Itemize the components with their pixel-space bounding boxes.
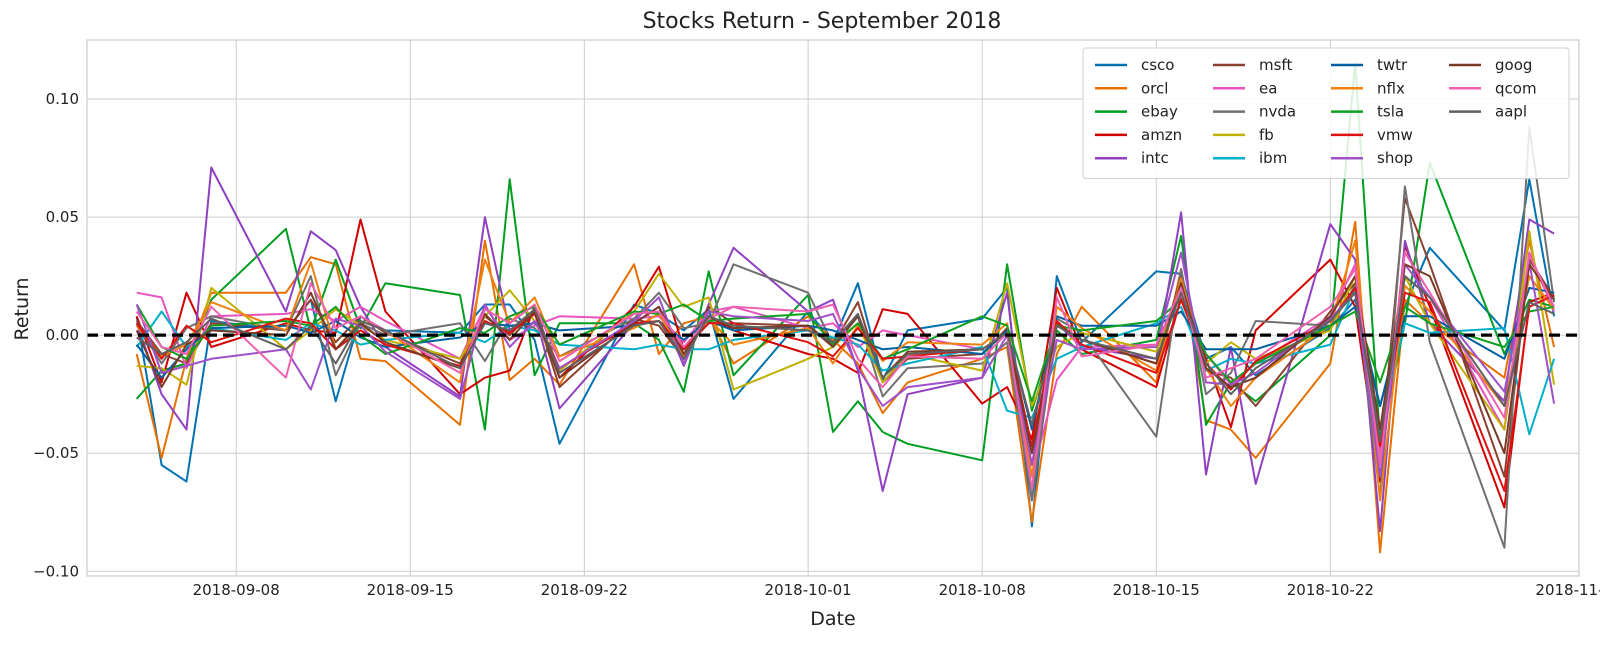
y-axis-label: Return [11, 277, 33, 340]
legend-label-nvda: nvda [1259, 103, 1296, 121]
x-tick-label: 2018-09-08 [193, 581, 280, 599]
x-tick-label: 2018-10-22 [1287, 581, 1374, 599]
plot-frame [86, 39, 1580, 577]
series-line-qcom [135, 251, 1556, 490]
legend-label-csco: csco [1141, 56, 1175, 74]
x-tick-label: 2018-11-01 [1535, 581, 1600, 599]
legend-label-qcom: qcom [1495, 79, 1537, 97]
legend-label-ibm: ibm [1259, 149, 1287, 167]
y-tick-label: −0.05 [33, 444, 79, 462]
legend-label-nflx: nflx [1377, 79, 1405, 97]
y-tick-labels: −0.10 −0.05 0.00 0.05 0.10 [33, 90, 79, 580]
x-tick-label: 2018-09-22 [541, 581, 628, 599]
x-axis-label: Date [810, 608, 855, 630]
legend-label-msft: msft [1259, 56, 1292, 74]
series-line-shop [135, 251, 1556, 478]
chart-title: Stocks Return - September 2018 [643, 9, 1002, 34]
series-line-ebay [135, 62, 1555, 462]
legend-label-vmw: vmw [1377, 126, 1413, 144]
x-tick-label: 2018-10-01 [765, 581, 852, 599]
y-tick-label: 0.00 [46, 326, 79, 344]
series-line-aapl [136, 275, 1555, 443]
series-lines [87, 62, 1579, 554]
legend-label-twtr: twtr [1377, 56, 1408, 74]
legend-label-goog: goog [1495, 56, 1532, 74]
legend-label-intc: intc [1141, 149, 1169, 167]
legend-label-amzn: amzn [1141, 126, 1182, 144]
legend-label-aapl: aapl [1495, 103, 1527, 121]
series-line-ibm [135, 286, 1556, 436]
y-tick-label: 0.05 [46, 208, 79, 226]
legend-label-ebay: ebay [1141, 103, 1178, 121]
y-tick-label: −0.10 [33, 562, 79, 580]
legend-label-tsla: tsla [1377, 103, 1404, 121]
legend-label-orcl: orcl [1141, 79, 1168, 97]
x-tick-label: 2018-10-15 [1113, 581, 1200, 599]
x-tick-label: 2018-09-15 [367, 581, 454, 599]
legend-label-fb: fb [1259, 126, 1274, 144]
series-line-amzn [135, 218, 1555, 509]
x-tick-label: 2018-10-08 [939, 581, 1026, 599]
y-tick-label: 0.10 [46, 90, 79, 108]
series-line-nflx [135, 239, 1555, 502]
legend: csco orcl ebay amzn intc msft ea nvda fb ibm twtr n… [1082, 47, 1570, 179]
x-tick-labels: 2018-09-08 2018-09-15 2018-09-22 2018-10-01… [193, 581, 1600, 599]
legend-label-ea: ea [1259, 79, 1277, 97]
legend-box [1082, 47, 1570, 179]
legend-label-shop: shop [1377, 149, 1413, 167]
